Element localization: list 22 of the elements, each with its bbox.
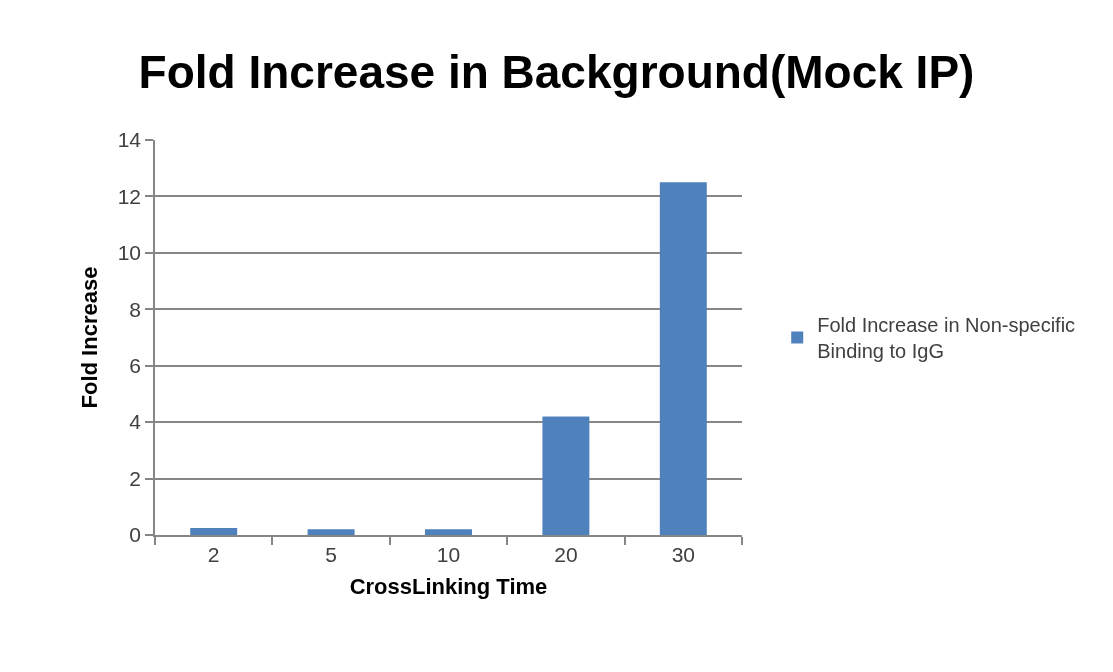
y-tick-label: 10 bbox=[117, 241, 142, 265]
y-tick-label: 8 bbox=[129, 297, 142, 321]
bar bbox=[425, 529, 472, 535]
y-tick-label: 12 bbox=[117, 184, 142, 208]
x-tick-label: 20 bbox=[554, 542, 578, 566]
y-tick-label: 0 bbox=[129, 523, 142, 547]
x-tick-label: 10 bbox=[436, 542, 461, 566]
y-tick-label: 6 bbox=[129, 354, 142, 378]
bar bbox=[659, 182, 707, 535]
y-tick-label: 14 bbox=[117, 128, 142, 152]
y-axis-title: Fold Increase bbox=[76, 266, 102, 409]
y-tick-label: 4 bbox=[129, 410, 142, 434]
bar bbox=[190, 527, 238, 535]
chart-title: Fold Increase in Background(Mock IP) bbox=[138, 46, 975, 98]
x-tick-label: 5 bbox=[325, 542, 337, 566]
bar bbox=[542, 416, 590, 535]
bar bbox=[307, 529, 355, 535]
x-axis-title: CrossLinking Time bbox=[349, 574, 548, 600]
y-tick-label: 2 bbox=[129, 466, 142, 490]
x-tick-label: 30 bbox=[671, 542, 695, 566]
legend-label: Fold Increase in Non-specific Binding to IgG bbox=[817, 314, 1076, 363]
x-tick-label: 2 bbox=[207, 542, 220, 566]
